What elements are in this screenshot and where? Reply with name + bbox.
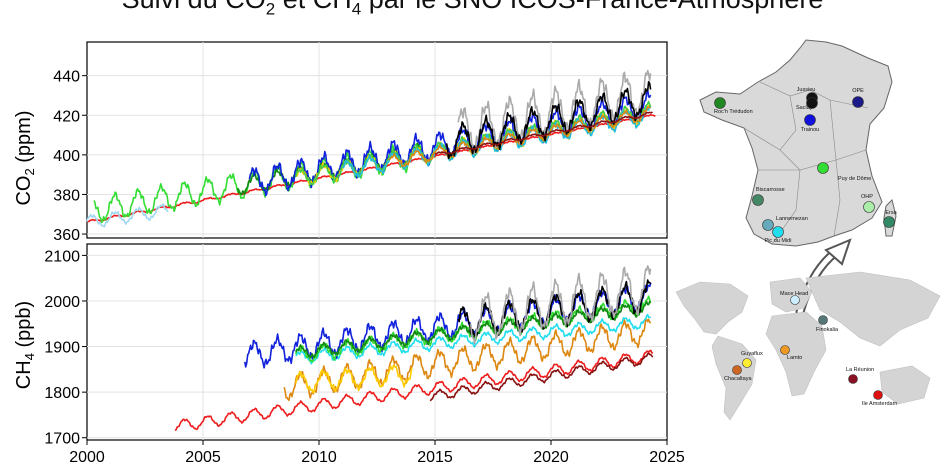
station-label: OPE <box>852 88 864 94</box>
ch4-panel: 1700 1800 1900 2000 2100 2000 2005 2010 2015 202… <box>13 243 685 462</box>
world-map: Mace Head Finokalia Guyaflux Lamto Chacaltay… <box>675 271 941 421</box>
co2-series-line <box>434 111 653 156</box>
north-america-shape <box>675 281 749 335</box>
station-label: Ile Amsterdam <box>862 401 898 407</box>
station-marker <box>780 345 790 355</box>
y-tick-label: 420 <box>53 108 80 125</box>
ch4-series-line <box>174 349 654 432</box>
station-marker <box>863 201 875 213</box>
x-tick-label: 2025 <box>649 449 685 462</box>
x-tick-label: 2005 <box>185 449 221 462</box>
co2-panel: 360 380 400 420 440 CO2 (ppm) <box>13 41 668 244</box>
co2-series-line <box>86 203 169 228</box>
ch4-series-line <box>295 364 413 394</box>
station-label: Lannemezan <box>776 216 808 222</box>
station-label: Finokalia <box>816 327 839 333</box>
x-ticks: 2000 2005 2010 2015 2020 2025 <box>69 440 685 462</box>
south-america-shape <box>711 335 757 421</box>
station-marker <box>883 216 895 228</box>
australia-shape <box>879 365 931 405</box>
station-marker <box>852 96 864 108</box>
y-tick-label: 1800 <box>44 385 80 402</box>
station-marker <box>817 162 829 174</box>
y-tick-label: 440 <box>53 69 80 86</box>
x-tick-label: 2015 <box>417 449 453 462</box>
france-map: Jussieu OPE Roc'h Trédudon Saclay Trainou Puy… <box>699 39 898 247</box>
station-marker <box>806 97 818 109</box>
france-stations: Jussieu OPE Roc'h Trédudon Saclay Trainou Puy… <box>714 87 898 244</box>
station-label: Jussieu <box>797 87 816 93</box>
ch4-axis-label: CH4 (ppb) <box>13 301 37 389</box>
co2-plot-frame <box>86 41 668 239</box>
co2-y-ticks: 360 380 400 420 440 <box>53 69 87 244</box>
ch4-y-ticks: 1700 1800 1900 2000 2100 <box>44 248 87 448</box>
station-marker <box>732 365 742 375</box>
station-label: Puy de Dôme <box>838 176 871 182</box>
y-tick-label: 1700 <box>44 431 80 448</box>
y-tick-label: 2000 <box>44 294 80 311</box>
x-tick-label: 2000 <box>69 449 105 462</box>
station-marker <box>714 97 726 109</box>
ch4-plot-frame <box>86 243 668 441</box>
station-label: La Réunion <box>846 367 874 373</box>
station-marker <box>848 374 858 384</box>
station-label: Chacaltaya <box>724 376 752 382</box>
ch4-series-line <box>295 313 652 365</box>
station-label: Biscarrosse <box>756 187 785 193</box>
europe-shape <box>769 277 813 313</box>
ch4-series-line <box>429 352 654 402</box>
station-label: Saclay <box>796 105 813 111</box>
co2-series-line <box>445 81 652 160</box>
station-marker <box>804 114 816 126</box>
co2-series-line <box>457 69 652 155</box>
y-tick-label: 360 <box>53 227 80 244</box>
station-label: OHP <box>861 194 873 200</box>
ch4-series <box>174 265 654 432</box>
station-label: Mace Head <box>780 291 808 297</box>
ch4-series-line <box>283 318 652 402</box>
ch4-grid <box>87 244 667 440</box>
co2-series <box>86 69 656 228</box>
x-tick-label: 2020 <box>533 449 569 462</box>
station-marker <box>818 315 828 325</box>
y-tick-label: 2100 <box>44 248 80 265</box>
station-marker <box>742 358 752 368</box>
station-label: Pic du Midi <box>765 238 792 244</box>
france-outline <box>699 39 893 247</box>
world-stations: Mace Head Finokalia Guyaflux Lamto Chacaltay… <box>724 291 898 407</box>
region-borders <box>743 81 869 245</box>
station-label: Trainou <box>801 127 819 133</box>
asia-shape <box>805 271 941 347</box>
africa-shape <box>765 311 827 397</box>
station-label: Roc'h Trédudon <box>714 109 753 115</box>
co2-axis-label: CO2 (ppm) <box>13 110 37 205</box>
station-marker <box>873 390 883 400</box>
station-marker <box>790 295 800 305</box>
y-tick-label: 1900 <box>44 340 80 357</box>
station-label: Lamto <box>787 355 802 361</box>
co2-series-line <box>86 113 656 223</box>
station-marker <box>752 194 764 206</box>
station-marker <box>762 219 774 231</box>
y-tick-label: 400 <box>53 148 80 165</box>
x-tick-label: 2010 <box>301 449 337 462</box>
station-marker <box>772 226 784 238</box>
y-tick-label: 380 <box>53 187 80 204</box>
chart-title: Suivi du CO2 et CH4 par le SNO ICOS-Fran… <box>122 0 824 19</box>
ch4-series-line <box>469 265 652 345</box>
station-label: Ersa <box>885 210 897 216</box>
station-label: Guyaflux <box>741 351 763 357</box>
